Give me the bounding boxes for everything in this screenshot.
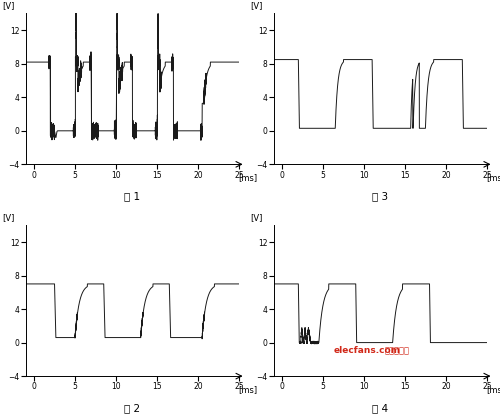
X-axis label: [ms]: [ms] [238,385,257,394]
Y-axis label: [V]: [V] [2,213,15,222]
Y-axis label: [V]: [V] [2,2,15,10]
Text: 电子发烧友: 电子发烧友 [384,347,409,355]
Text: elecfans.com: elecfans.com [334,347,400,355]
X-axis label: [ms]: [ms] [486,385,500,394]
Text: 图 3: 图 3 [372,191,388,201]
Text: 图 4: 图 4 [372,403,388,413]
Y-axis label: [V]: [V] [250,2,263,10]
Text: 图 2: 图 2 [124,403,140,413]
Text: 图 1: 图 1 [124,191,140,201]
Y-axis label: [V]: [V] [250,213,263,222]
X-axis label: [ms]: [ms] [486,173,500,182]
X-axis label: [ms]: [ms] [238,173,257,182]
